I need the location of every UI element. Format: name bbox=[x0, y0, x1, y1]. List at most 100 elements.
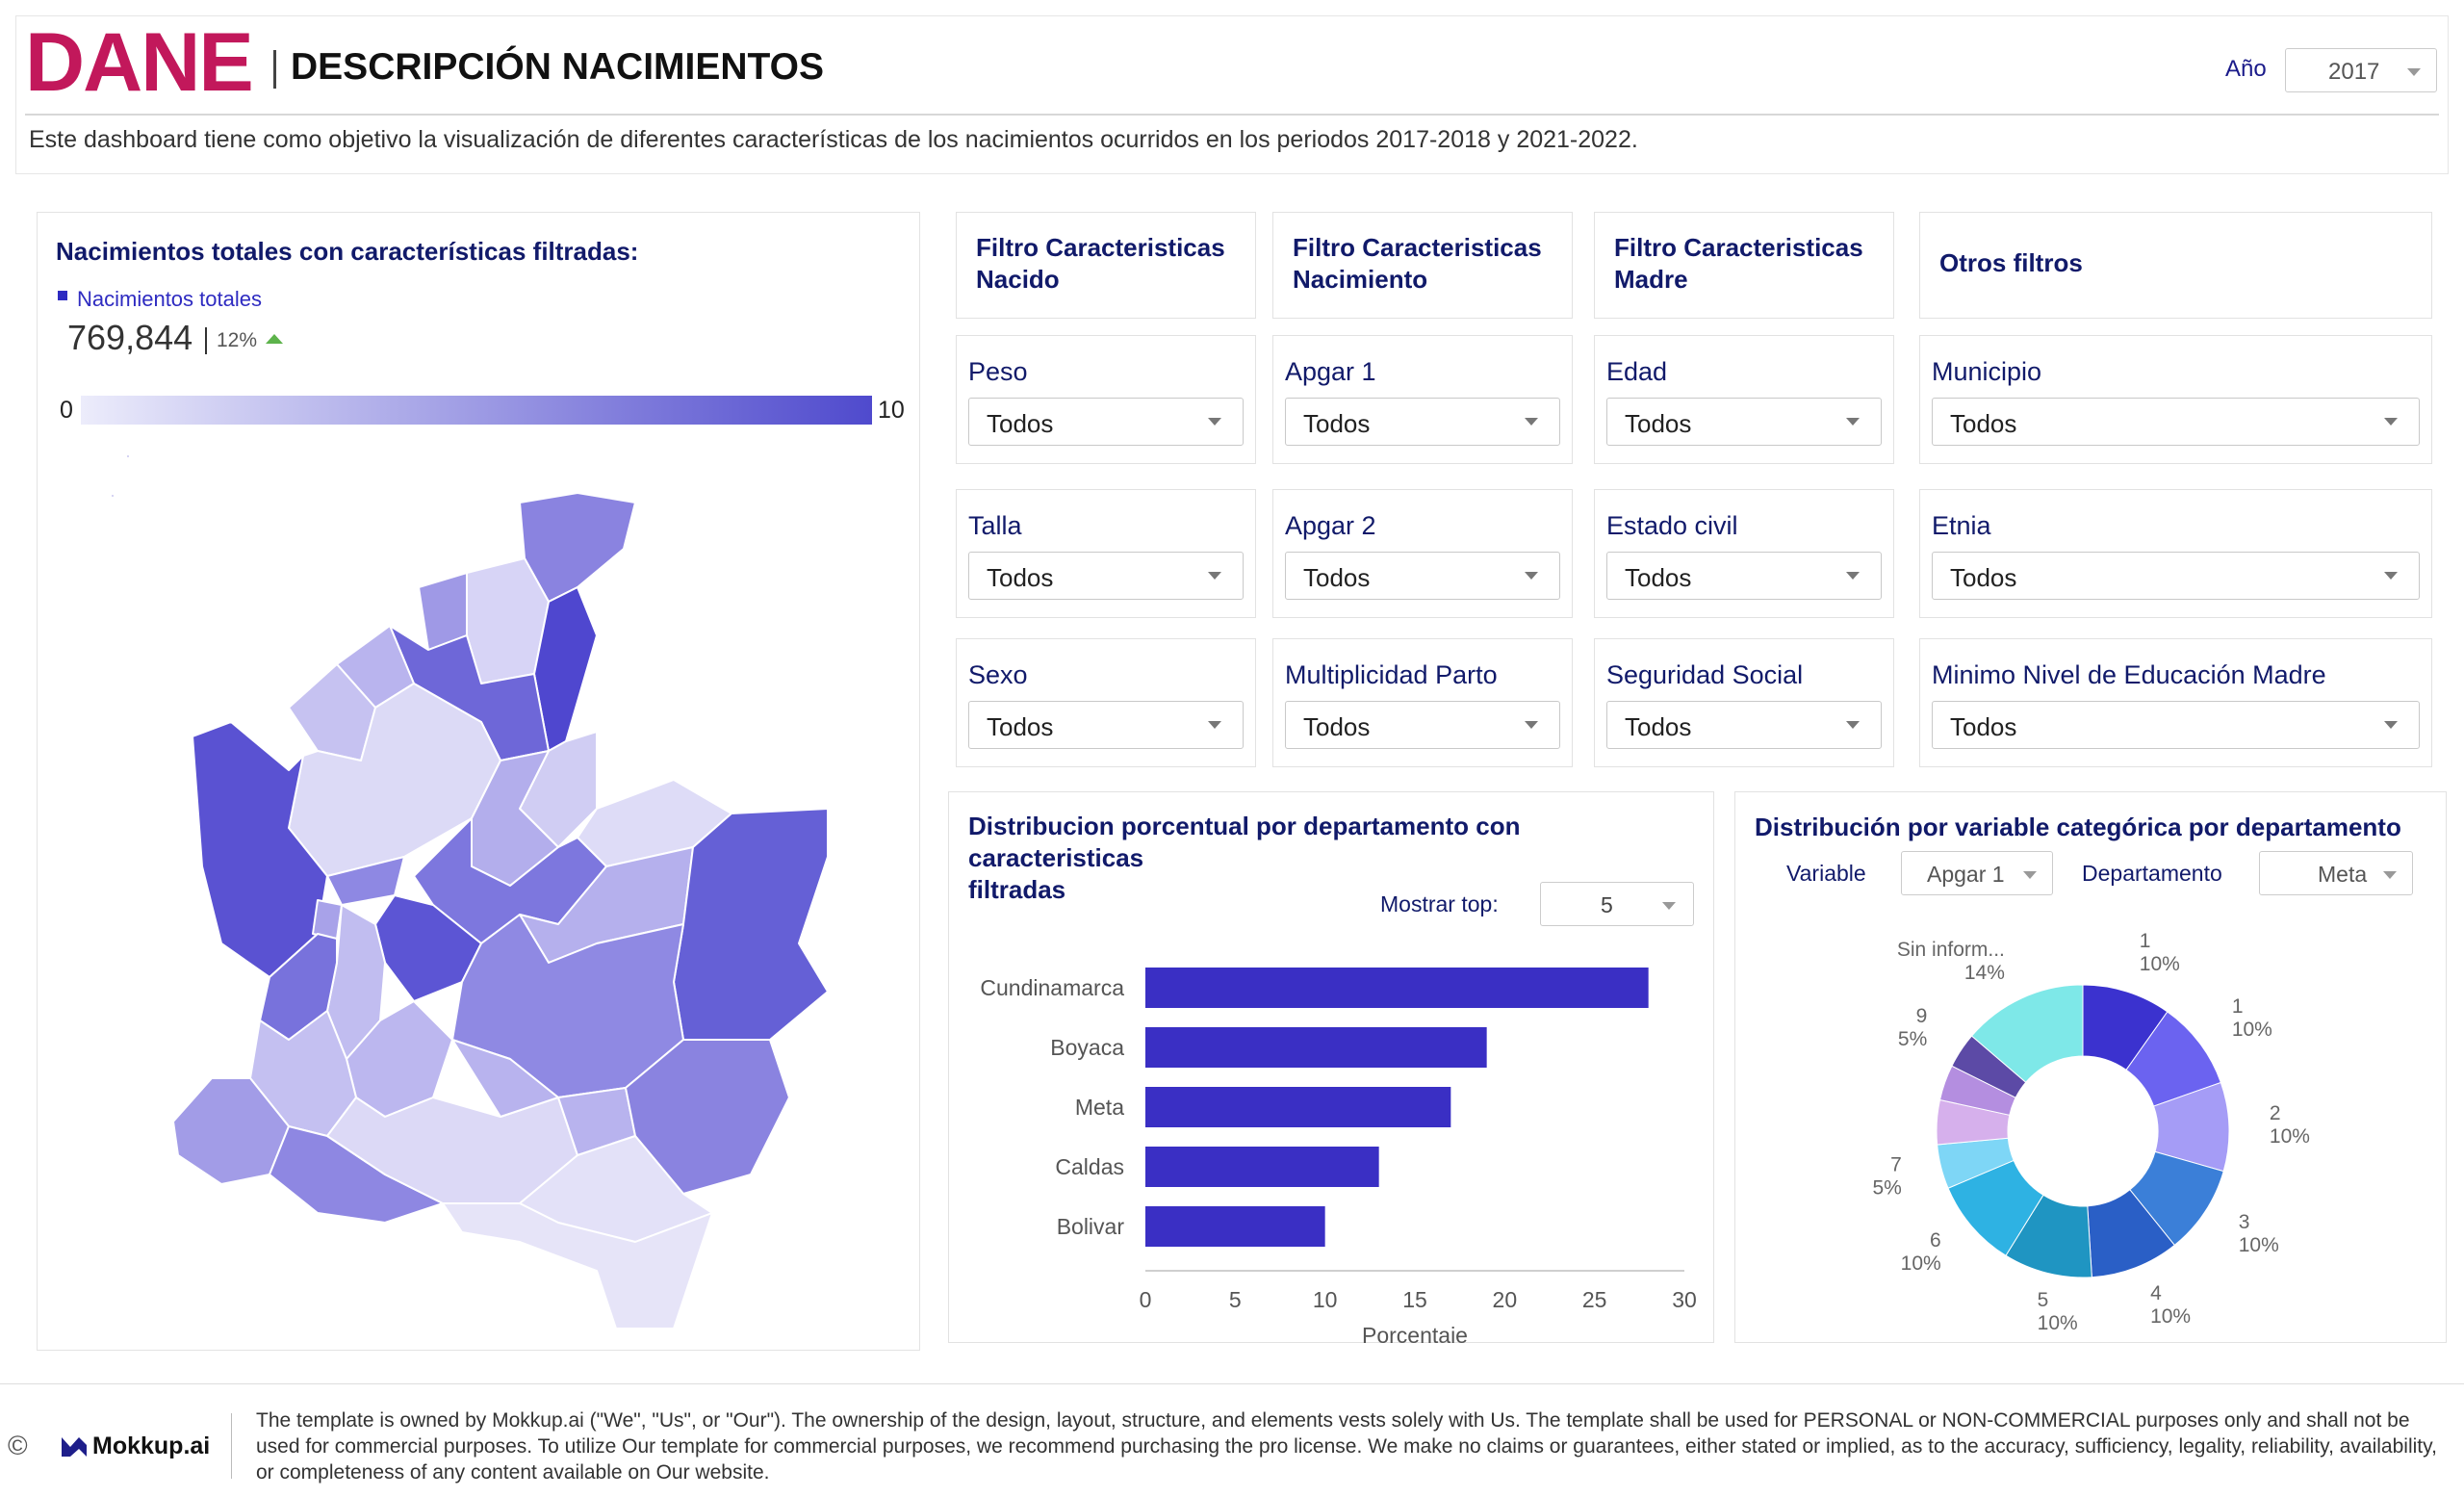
filter-select[interactable]: Todos bbox=[1606, 701, 1882, 749]
x-tick-label: 0 bbox=[1140, 1287, 1152, 1312]
donut-chart-title: Distribución por variable categórica por… bbox=[1755, 813, 2401, 841]
bar-chart-title-line: Distribucion porcentual por departamento… bbox=[968, 812, 1521, 872]
x-tick-label: 20 bbox=[1493, 1287, 1518, 1312]
year-label: Año bbox=[2225, 56, 2267, 82]
filter-label: Etnia bbox=[1932, 511, 1991, 540]
kpi-separator bbox=[205, 327, 207, 354]
filter-select-value: Todos bbox=[1303, 712, 1371, 741]
variable-select[interactable]: Apgar 1 bbox=[1901, 851, 2053, 895]
chevron-down-icon bbox=[1846, 572, 1860, 580]
filter-select[interactable]: Todos bbox=[1285, 552, 1560, 600]
donut-data-label: 2 10% bbox=[2270, 1102, 2310, 1148]
filter-group-title-line: Nacimiento bbox=[1293, 265, 1428, 294]
departamento-select[interactable]: Meta bbox=[2259, 851, 2413, 895]
filter-card: Apgar 2 Todos bbox=[1272, 489, 1573, 618]
bar bbox=[1145, 1206, 1325, 1247]
copyright-icon: © bbox=[8, 1431, 28, 1460]
filter-select[interactable]: Todos bbox=[1932, 701, 2420, 749]
filter-label: Estado civil bbox=[1606, 511, 1738, 540]
filter-label: Peso bbox=[968, 357, 1028, 386]
map-title: Nacimientos totales con características … bbox=[56, 237, 639, 266]
donut-slice bbox=[1970, 984, 2084, 1083]
filter-card: Peso Todos bbox=[956, 335, 1256, 464]
footer-disclaimer: The template is owned by Mokkup.ai ("We"… bbox=[256, 1409, 2437, 1484]
x-tick-label: 5 bbox=[1229, 1287, 1242, 1312]
top-n-select[interactable]: 5 bbox=[1540, 882, 1694, 926]
filter-card: Sexo Todos bbox=[956, 638, 1256, 767]
filter-select-value: Todos bbox=[1950, 712, 2017, 741]
x-tick-label: 25 bbox=[1582, 1287, 1607, 1312]
filter-label: Minimo Nivel de Educación Madre bbox=[1932, 660, 2326, 689]
colombia-choropleth-map[interactable] bbox=[96, 443, 847, 1338]
x-tick-label: 30 bbox=[1672, 1287, 1697, 1312]
variable-select-value: Apgar 1 bbox=[1927, 862, 2005, 887]
bar bbox=[1145, 1027, 1487, 1068]
filter-select-value: Todos bbox=[987, 409, 1054, 438]
filter-select[interactable]: Todos bbox=[968, 701, 1244, 749]
chevron-down-icon bbox=[2384, 418, 2398, 426]
filter-group-title-line: Nacido bbox=[976, 265, 1060, 294]
island-region bbox=[110, 493, 116, 499]
filter-group-title-line: Madre bbox=[1614, 265, 1688, 294]
filter-group-header-card: Filtro Caracteristicas Nacido bbox=[956, 212, 1256, 319]
filter-label: Multiplicidad Parto bbox=[1285, 660, 1498, 689]
filter-select[interactable]: Todos bbox=[968, 552, 1244, 600]
filter-select[interactable]: Todos bbox=[1932, 398, 2420, 446]
filter-card: Municipio Todos bbox=[1919, 335, 2432, 464]
dashboard-description: Este dashboard tiene como objetivo la vi… bbox=[29, 126, 1638, 153]
filter-select[interactable]: Todos bbox=[1606, 552, 1882, 600]
donut-data-label: Sin inform... 14% bbox=[1897, 939, 2005, 984]
donut-data-label: 3 10% bbox=[2239, 1211, 2279, 1256]
scale-min-label: 0 bbox=[60, 397, 73, 424]
filter-select-value: Todos bbox=[1303, 563, 1371, 592]
filter-group-title-line: Filtro Caracteristicas bbox=[976, 233, 1225, 262]
mokkup-logo-icon bbox=[62, 1437, 87, 1457]
chevron-down-icon bbox=[1662, 902, 1676, 910]
filter-group-title-line: Filtro Caracteristicas bbox=[1614, 233, 1863, 262]
filter-select[interactable]: Todos bbox=[1932, 552, 2420, 600]
kpi-change: 12% bbox=[217, 329, 258, 351]
footer-rule bbox=[0, 1383, 2464, 1384]
chevron-down-icon bbox=[1525, 572, 1538, 580]
chevron-down-icon bbox=[1525, 418, 1538, 426]
filter-select[interactable]: Todos bbox=[1285, 701, 1560, 749]
x-axis-title: Porcentaje bbox=[1362, 1323, 1468, 1343]
filter-card: Edad Todos bbox=[1594, 335, 1894, 464]
donut-data-label: 9 5% bbox=[1898, 1005, 1927, 1050]
year-select[interactable]: 2017 bbox=[2285, 48, 2437, 92]
top-n-value: 5 bbox=[1601, 892, 1613, 917]
departamento-select-value: Meta bbox=[2318, 862, 2368, 887]
filter-card: Multiplicidad Parto Todos bbox=[1272, 638, 1573, 767]
filter-select-value: Todos bbox=[1950, 563, 2017, 592]
island-region bbox=[125, 453, 131, 459]
donut-chart: 1 10% 1 10% 2 10% 3 10% 4 10% 5 10% 6 10% 7 5% 9 5% Sin in… bbox=[1873, 930, 2310, 1334]
region-vichada bbox=[673, 808, 829, 1041]
bar-chart-title: Distribucion porcentual por departamento… bbox=[968, 811, 1700, 906]
kpi-value: 769,844 bbox=[67, 318, 193, 357]
filter-group-header-card: Filtro Caracteristicas Madre bbox=[1594, 212, 1894, 319]
variable-label: Variable bbox=[1786, 861, 1866, 886]
filter-card: Minimo Nivel de Educación Madre Todos bbox=[1919, 638, 2432, 767]
legend-swatch bbox=[58, 291, 67, 300]
chevron-down-icon bbox=[1846, 418, 1860, 426]
chevron-down-icon bbox=[2383, 871, 2397, 879]
header-rule bbox=[25, 114, 2439, 116]
filter-label: Talla bbox=[968, 511, 1022, 540]
color-scale-bar bbox=[81, 396, 872, 425]
filter-group-title: Filtro Caracteristicas Madre bbox=[1614, 232, 1863, 296]
mokkup-brand[interactable]: Mokkup.ai bbox=[92, 1432, 211, 1459]
filter-select[interactable]: Todos bbox=[1606, 398, 1882, 446]
bar-chart: Cundinamarca Boyaca Meta Caldas Bolivar 0 5 10 1… bbox=[980, 968, 1697, 1343]
filter-group-title: Filtro Caracteristicas Nacido bbox=[976, 232, 1225, 296]
filter-select-value: Todos bbox=[1625, 563, 1692, 592]
category-label: Meta bbox=[1075, 1095, 1124, 1120]
filter-select-value: Todos bbox=[1625, 712, 1692, 741]
bar bbox=[1145, 968, 1649, 1008]
filter-select[interactable]: Todos bbox=[1285, 398, 1560, 446]
legend-label: Nacimientos totales bbox=[77, 287, 262, 311]
filter-card: Apgar 1 Todos bbox=[1272, 335, 1573, 464]
x-tick-label: 10 bbox=[1313, 1287, 1338, 1312]
filter-label: Apgar 2 bbox=[1285, 511, 1376, 540]
filter-select[interactable]: Todos bbox=[968, 398, 1244, 446]
chevron-down-icon bbox=[2023, 871, 2037, 879]
